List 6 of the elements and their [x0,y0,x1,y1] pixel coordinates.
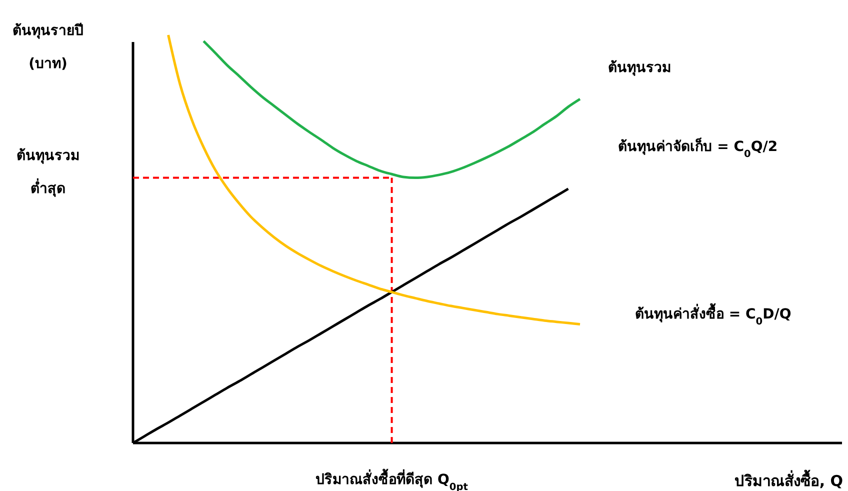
text: ต้นทุนรายปี (บาท) [12,23,84,72]
text: ต้นทุนรวม [608,60,671,76]
text: ต้นทุนค่าสั่งซื้อ = C$_{0}$D/Q [635,302,792,327]
text: ต้นทุนรวม ต่ำสุด [16,148,80,197]
text: ต้นทุนค่าจัดเก็บ = C$_{0}$Q/2 [618,136,778,160]
text: ปริมาณสั่งซื้อ, Q [734,469,843,490]
